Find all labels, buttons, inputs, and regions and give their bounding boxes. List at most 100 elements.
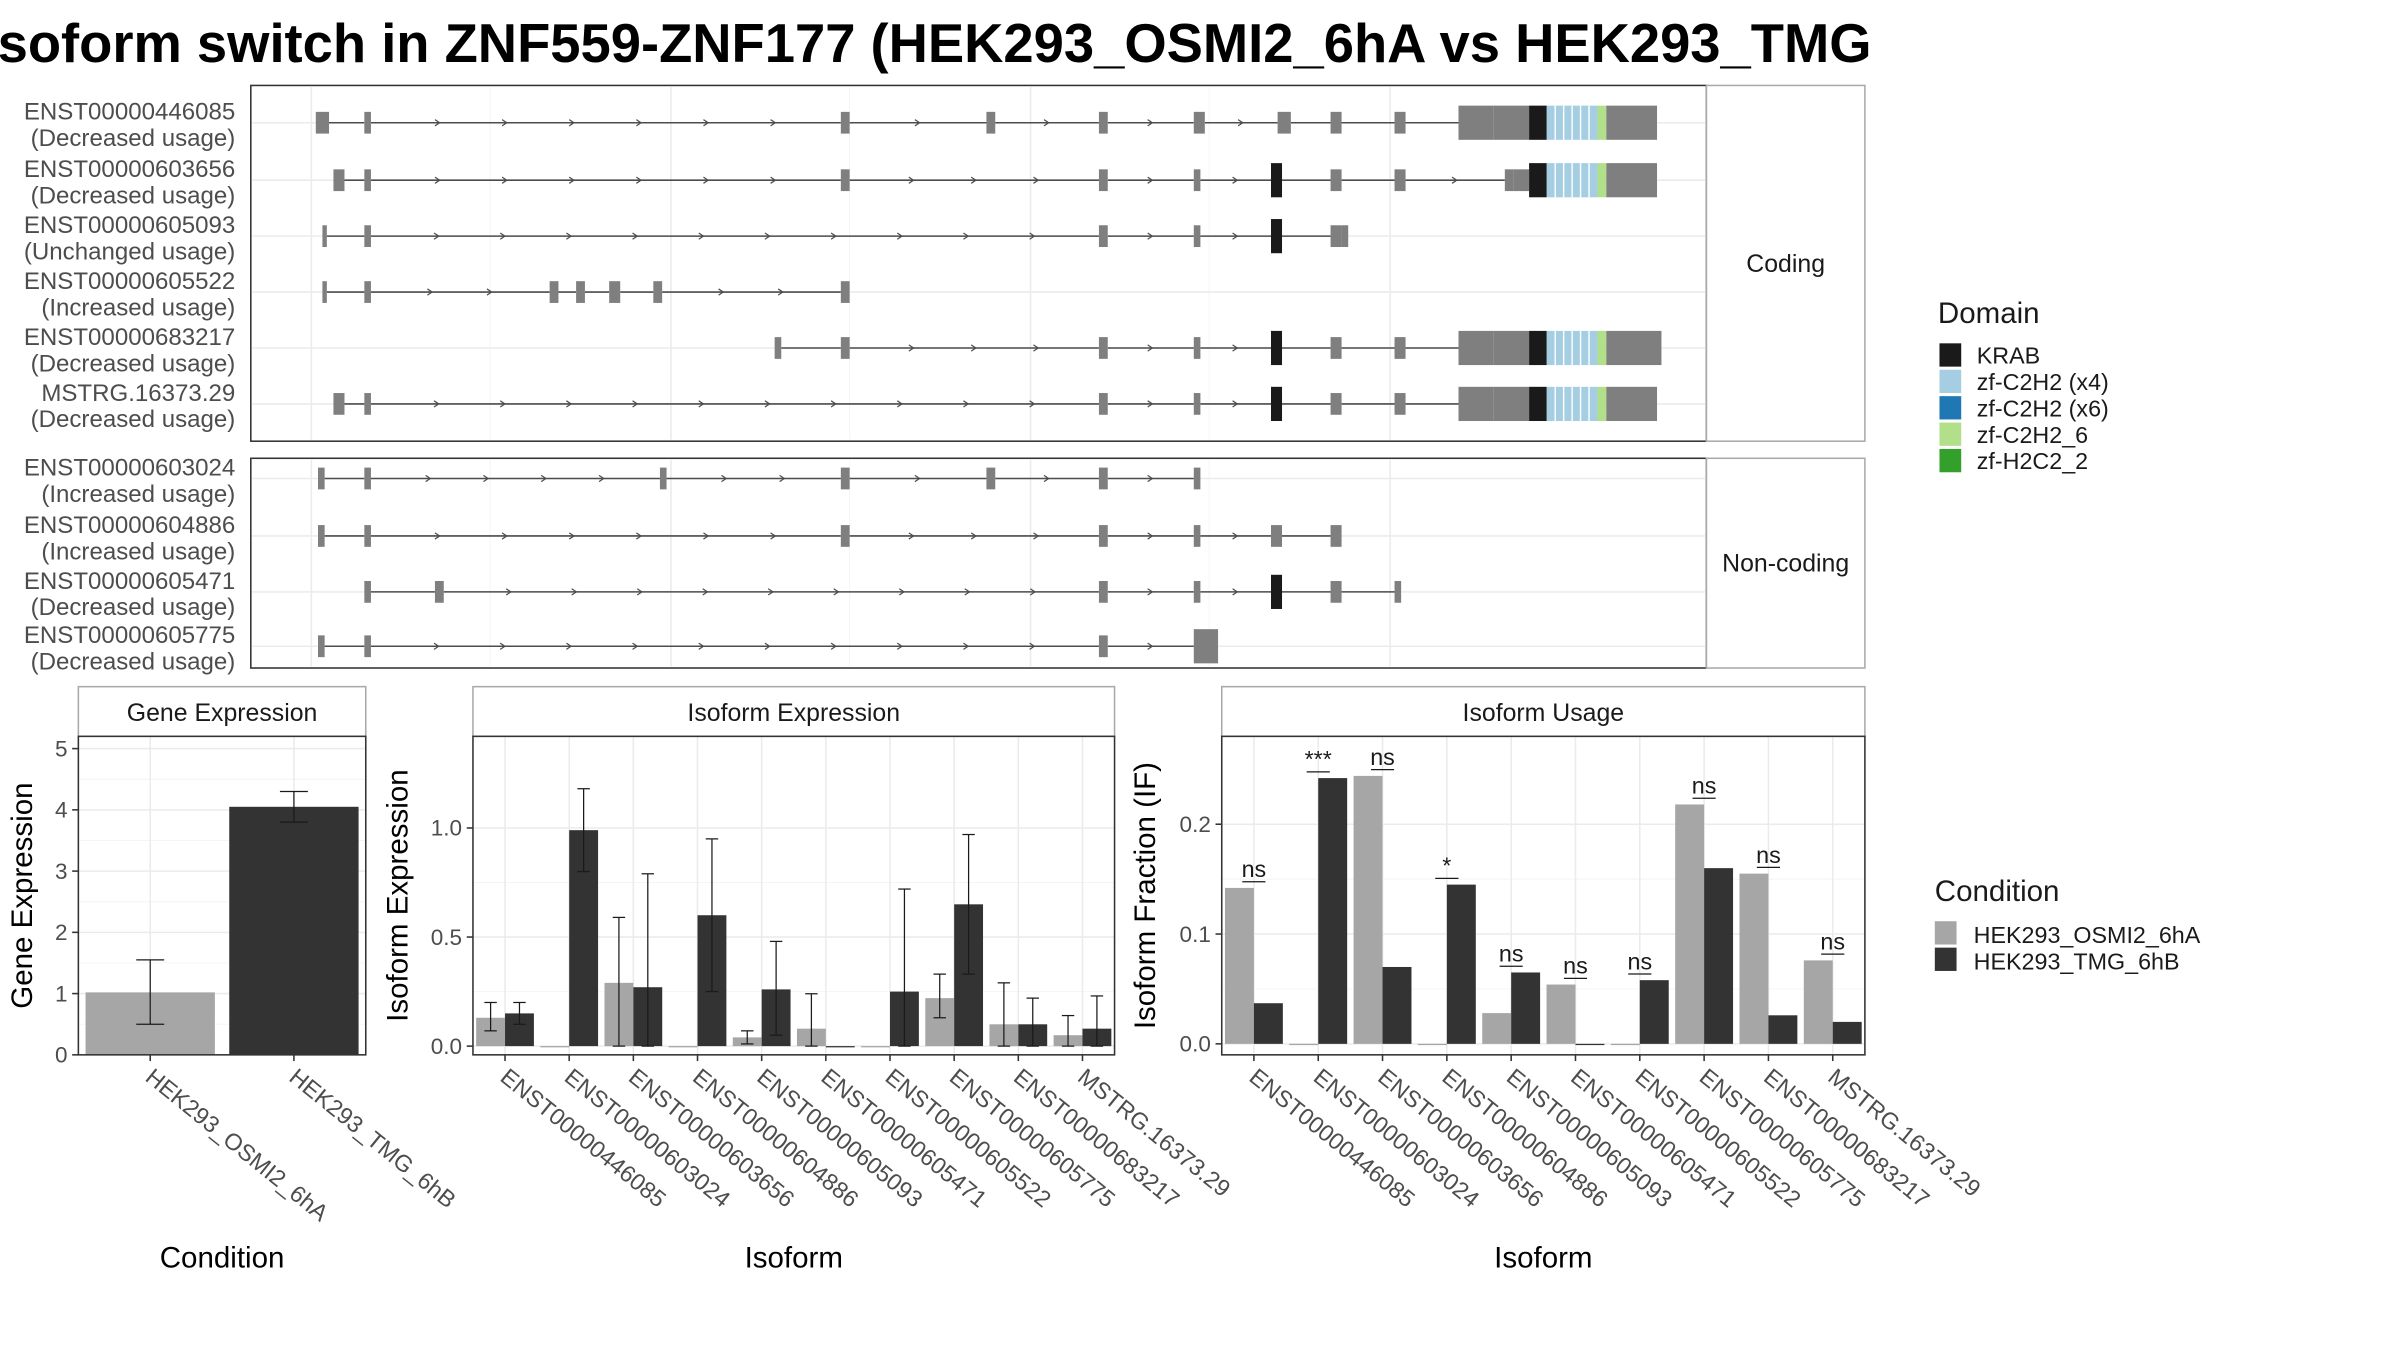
intron-arrow	[833, 588, 840, 596]
legend-key-zf-c2h2-6	[1939, 422, 1962, 446]
exon-block	[653, 281, 663, 303]
domain-legend: Domain KRAB zf-C2H2 (x4) zf-C2H2 (x6) zf…	[1938, 297, 2109, 474]
panel-title: Isoform Expression	[687, 700, 900, 727]
domain-exon-block	[1597, 330, 1607, 366]
bar-ENST00000603024	[540, 1046, 570, 1048]
bar-ENST00000603656	[1382, 966, 1412, 1044]
condition-legend-title: Condition	[1935, 875, 2060, 908]
isoform-id-label: ENST00000605471	[24, 568, 235, 595]
bar-ENST00000603024	[1318, 778, 1348, 1044]
intron-arrow	[1043, 119, 1050, 127]
intron-arrow	[434, 176, 441, 184]
exon-block	[1193, 337, 1201, 359]
exon-block	[1606, 163, 1658, 198]
intron-arrow	[914, 474, 921, 483]
intron-arrow	[499, 400, 506, 408]
significance-label: ns	[1756, 842, 1781, 868]
intron-arrow	[1029, 642, 1036, 650]
intron-arrow	[1029, 588, 1037, 596]
intron-arrow	[1147, 119, 1154, 127]
intron-arrow	[1237, 119, 1244, 127]
bar-ENST00000446085	[1253, 1003, 1283, 1044]
intron-arrow	[568, 532, 576, 540]
krab-domain-exon	[1270, 574, 1283, 609]
coding-strip	[1705, 84, 1866, 442]
legend-label-zf-c2h2-x6: zf-C2H2 (x6)	[1977, 395, 2109, 421]
exon-block	[364, 393, 371, 415]
isoform-usage-label: (Increased usage)	[41, 294, 235, 321]
exon-block	[1098, 467, 1108, 490]
krab-domain-exon	[1270, 330, 1283, 366]
isoform-track	[774, 330, 1662, 366]
exon-block	[315, 111, 330, 134]
exon-block	[364, 225, 371, 248]
isoform-usage-label: (Decreased usage)	[31, 649, 236, 676]
domain-legend-title: Domain	[1938, 297, 2040, 330]
exon-block	[1493, 386, 1530, 422]
intron-arrow	[1147, 400, 1154, 408]
legend-key-osmi2	[1934, 921, 1957, 945]
isoform-id-label: MSTRG.16373.29	[41, 380, 235, 407]
intron-arrow	[1029, 232, 1036, 240]
exon-block	[1098, 225, 1108, 248]
y-tick-label: 1	[55, 981, 68, 1006]
intron-arrow	[703, 176, 710, 184]
intron-arrow	[703, 532, 710, 540]
intron-arrow	[1033, 176, 1040, 184]
intron-arrow	[1147, 642, 1154, 650]
domain-exon-block	[1597, 163, 1607, 198]
intron-arrow	[636, 588, 643, 596]
bar-ENST00000605471	[825, 1046, 855, 1048]
intron-arrow	[914, 119, 921, 127]
intron-arrow	[767, 588, 775, 596]
exon-block	[322, 225, 327, 248]
significance-label: ns	[1563, 953, 1588, 979]
plot-frame	[1220, 735, 1866, 1056]
exon-block	[364, 467, 371, 490]
y-tick-label: 2	[55, 920, 68, 945]
bar-HEK293_TMG_6hB	[229, 806, 359, 1055]
legend-key-zf-h2c2-2	[1939, 448, 1962, 473]
exon-block	[1493, 105, 1530, 140]
bar-ENST00000605522	[861, 1046, 890, 1048]
panel-title: Gene Expression	[127, 700, 318, 727]
exon-block	[840, 169, 850, 192]
intron-arrow	[598, 474, 605, 483]
bar-ENST00000605093	[1482, 1013, 1512, 1044]
intron-arrow	[1232, 532, 1239, 540]
y-axis-title: Isoform Fraction (IF)	[1129, 762, 1162, 1029]
exon-block	[1606, 330, 1662, 366]
intron-arrow	[540, 474, 548, 483]
exon-block	[1458, 386, 1494, 422]
exon-block	[1341, 225, 1349, 248]
intron-arrow	[632, 642, 639, 650]
intron-arrow	[1029, 400, 1036, 408]
exon-block	[1330, 393, 1342, 415]
exon-block	[1330, 169, 1342, 192]
x-axis-title: Condition	[160, 1242, 285, 1275]
panel-title: Isoform Usage	[1463, 700, 1625, 727]
intron-arrow	[1232, 588, 1239, 596]
exon-block	[1193, 225, 1201, 248]
bar-ENST00000683217	[1739, 873, 1769, 1044]
exon-block	[1098, 337, 1108, 359]
significance-label: ns	[1499, 941, 1524, 967]
krab-domain-exon	[1529, 163, 1547, 198]
intron-arrow	[1147, 232, 1154, 240]
legend-label-zf-c2h2-x4: zf-C2H2 (x4)	[1977, 369, 2109, 395]
exon-block	[318, 635, 325, 658]
intron-arrow	[698, 400, 705, 408]
bar-ENST00000605093	[1511, 972, 1541, 1044]
condition-legend: Condition HEK293_OSMI2_6hA HEK293_TMG_6h…	[1934, 875, 2201, 974]
exon-block	[549, 281, 559, 303]
x-axis-title: Isoform	[1494, 1242, 1592, 1275]
bar-ENST00000603024	[1289, 1043, 1319, 1046]
intron-arrow	[970, 176, 977, 184]
bar-ENST00000446085	[1224, 887, 1254, 1044]
intron-arrow	[568, 119, 576, 127]
y-tick-label: 0.2	[1180, 812, 1211, 837]
exon-block	[364, 635, 371, 658]
isoform-usage-label: (Decreased usage)	[31, 406, 236, 433]
significance-label: ns	[1627, 948, 1652, 974]
intron-arrow	[964, 588, 971, 596]
